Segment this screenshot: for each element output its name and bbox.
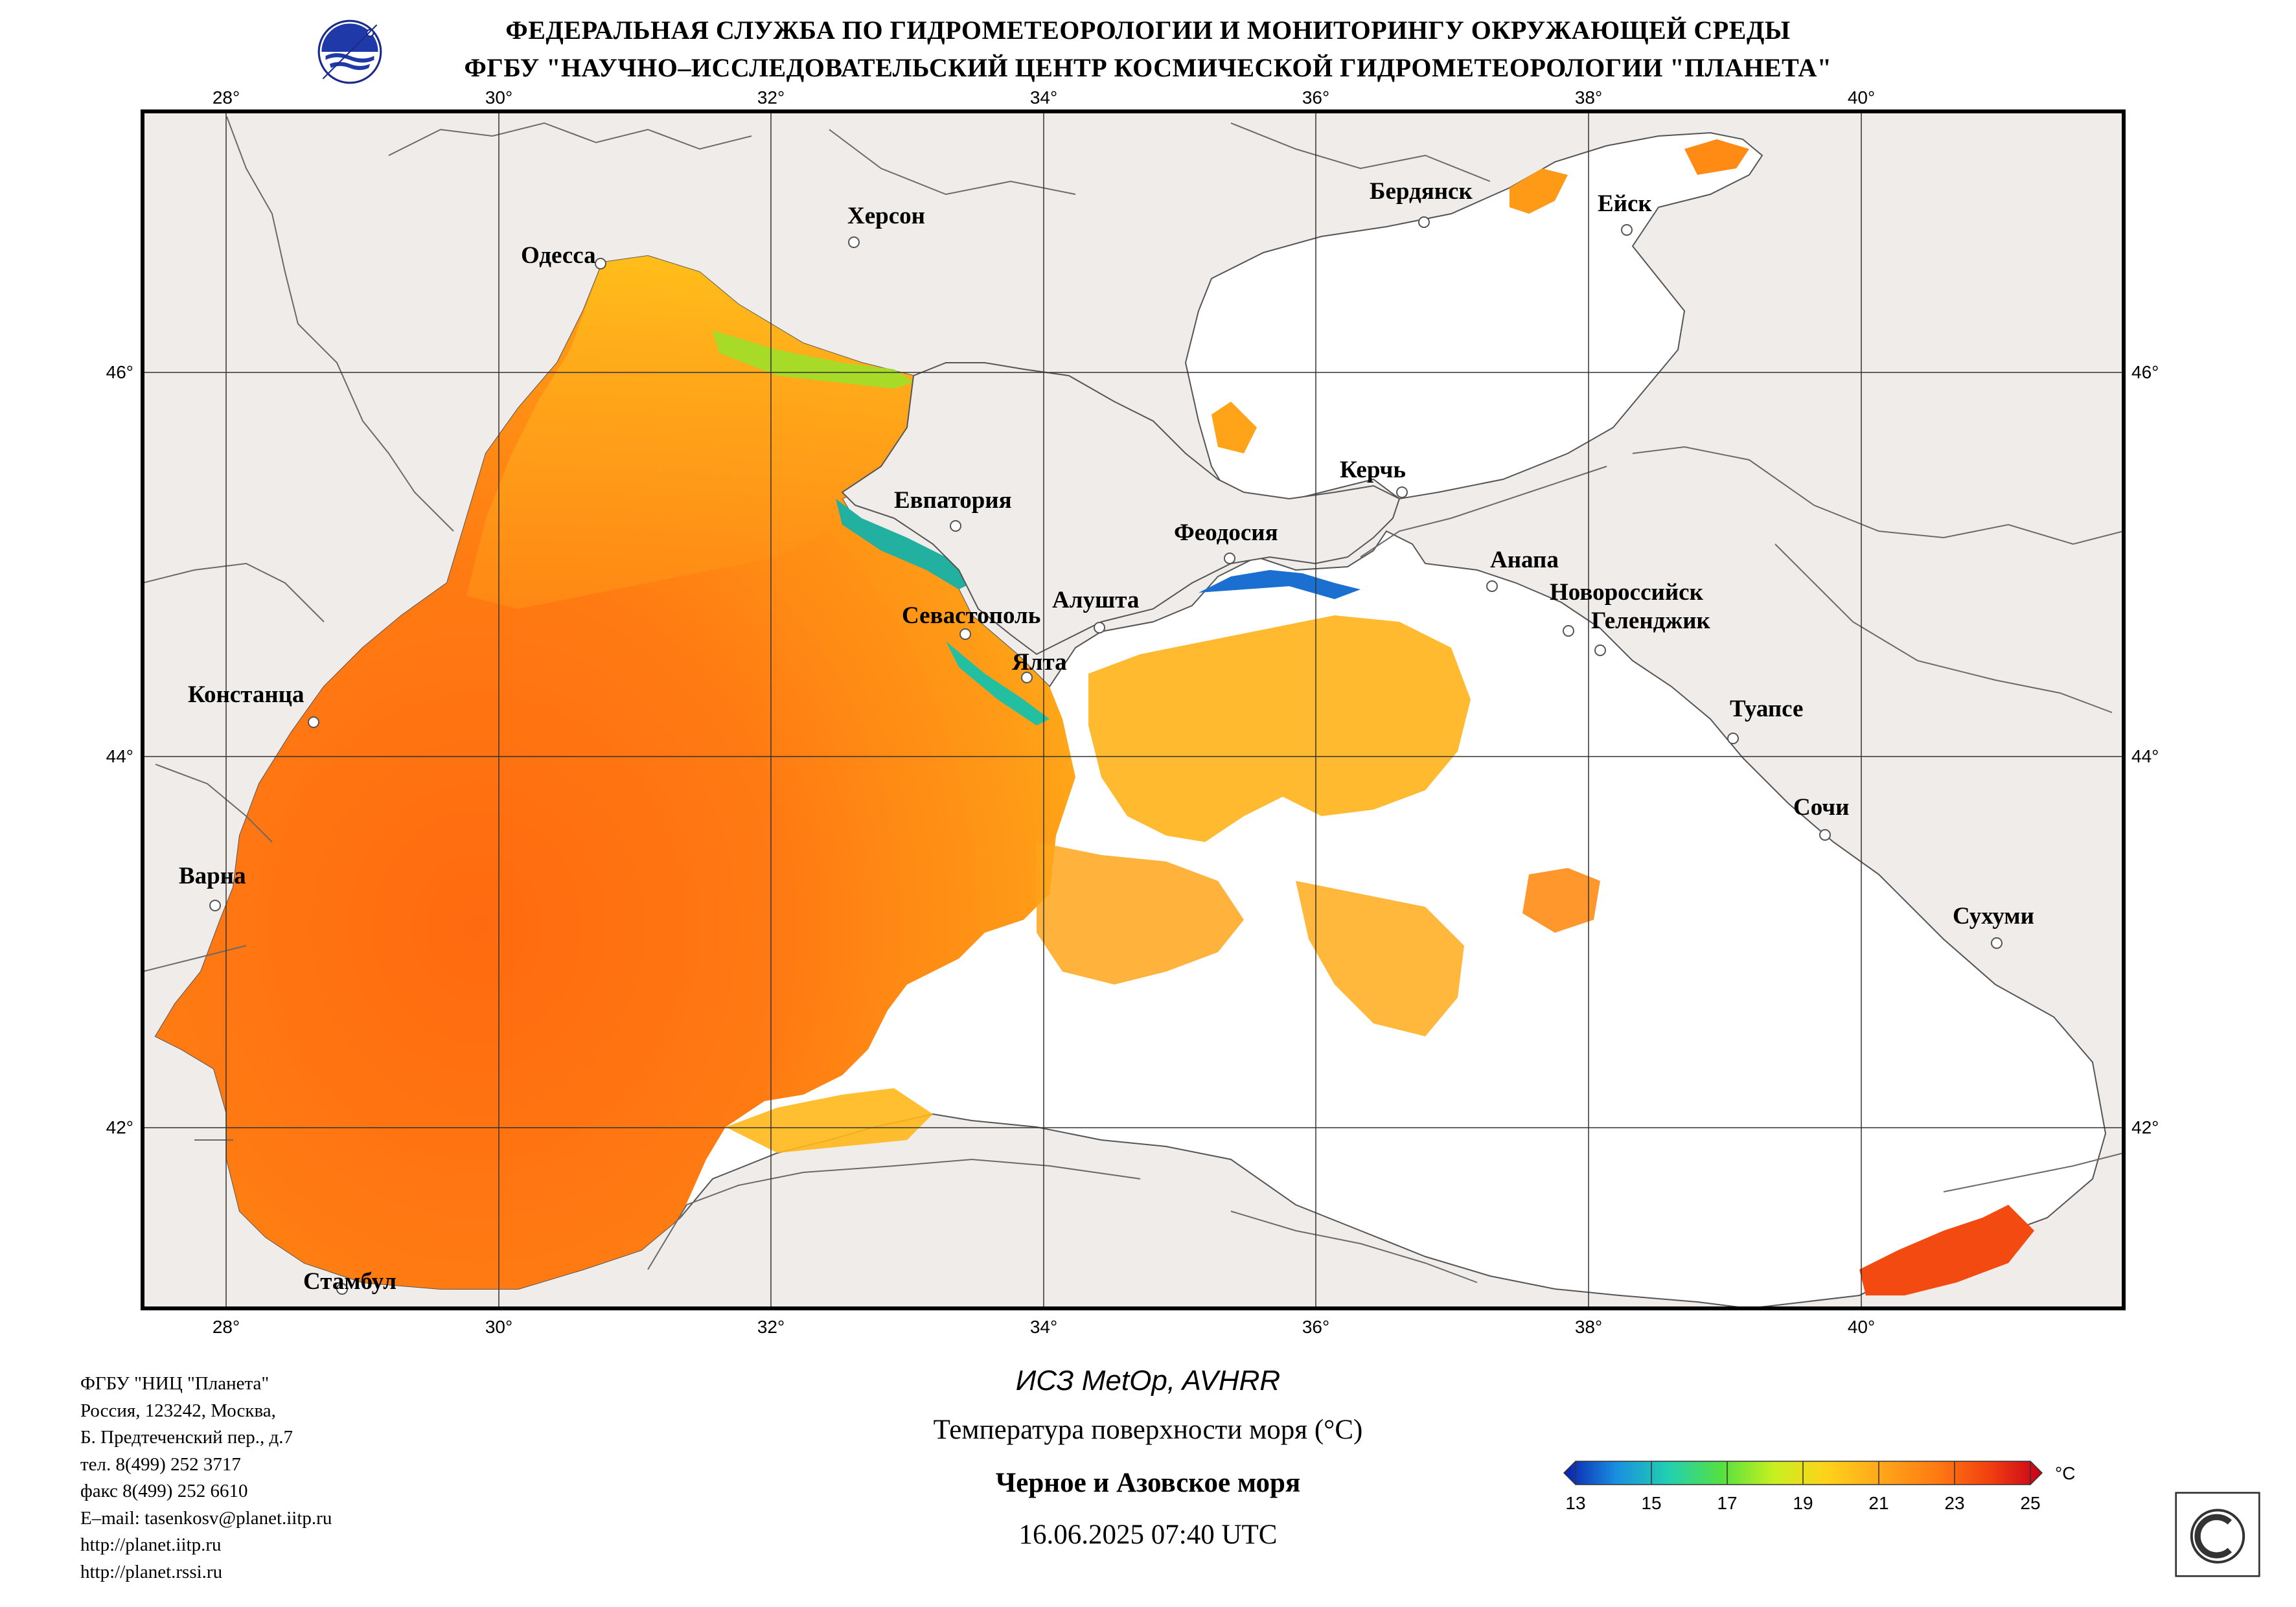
satellite-title: ИСЗ MetOp, AVHRR xyxy=(1015,1365,1281,1396)
lon-tick: 36° xyxy=(1302,1317,1329,1337)
lon-tick: 32° xyxy=(757,1317,785,1337)
sst-northwest-shelf xyxy=(466,256,933,609)
page-header: ФЕДЕРАЛЬНАЯ СЛУЖБА ПО ГИДРОМЕТЕОРОЛОГИИ … xyxy=(0,12,2296,87)
city-label-sukhumi: Сухуми xyxy=(1953,903,2034,929)
lon-ticks-top: 28° 30° 32° 34° 36° 38° 40° xyxy=(212,87,1875,108)
city-label-constanta: Констанца xyxy=(188,681,304,708)
website-link[interactable]: http://planet.iitp.ru xyxy=(80,1534,222,1555)
graticule xyxy=(143,111,2124,1308)
city-label-istanbul: Стамбул xyxy=(303,1268,396,1295)
sst-east-patch-2 xyxy=(1037,842,1244,985)
lon-tick: 30° xyxy=(485,1317,512,1337)
city-label-berdyansk: Бердянск xyxy=(1370,178,1473,205)
colorbar-tick-label: 13 xyxy=(1565,1493,1585,1513)
city-label-anapa: Анапа xyxy=(1490,547,1559,573)
city-label-tuapse: Туапсе xyxy=(1730,696,1803,722)
lon-tick: 32° xyxy=(757,87,785,108)
city-markers xyxy=(209,216,2003,1295)
address-line: Россия, 123242, Москва, xyxy=(80,1400,276,1421)
sst-cold-strip-feodosia xyxy=(1199,570,1360,599)
lat-tick: 44° xyxy=(2131,746,2159,766)
city-label-feodosia: Феодосия xyxy=(1174,519,1278,546)
lon-tick: 28° xyxy=(212,1317,240,1337)
city-label-kerch: Керчь xyxy=(1340,457,1406,483)
sst-cold-strip-crimea-w xyxy=(836,499,972,589)
city-label-varna: Варна xyxy=(179,863,246,889)
sst-east-patch-1 xyxy=(1088,615,1471,842)
sst-east-patch-4 xyxy=(1522,868,1600,933)
lon-tick: 38° xyxy=(1575,1317,1602,1337)
address-line: Б. Предтеченский пер., д.7 xyxy=(80,1427,293,1448)
lon-tick: 38° xyxy=(1575,87,1602,108)
city-label-yeysk: Ейск xyxy=(1598,190,1652,217)
address-line: факс 8(499) 252 6610 xyxy=(80,1481,248,1501)
crimea-land xyxy=(841,362,1401,655)
city-label-kherson: Херсон xyxy=(847,203,925,229)
colorbar-tick-label: 19 xyxy=(1793,1493,1813,1513)
sst-south-coast-patch xyxy=(726,1088,933,1153)
lon-tick: 40° xyxy=(1848,1317,1875,1337)
city-label-evpatoria: Евпатория xyxy=(894,487,1012,514)
datetime-label: 16.06.2025 07:40 UTC xyxy=(1018,1520,1278,1550)
sst-southeast-patch xyxy=(1859,1205,2034,1295)
lat-tick: 42° xyxy=(106,1117,133,1137)
sst-azov-patch-2 xyxy=(1684,139,1749,175)
sst-azov-patch-1 xyxy=(1510,168,1568,214)
website-link[interactable]: http://planet.rssi.ru xyxy=(80,1561,223,1582)
email-link[interactable]: E–mail: tasenkosv@planet.iitp.ru xyxy=(80,1507,332,1529)
lat-ticks-right: 46° 44° 42° xyxy=(2131,362,2159,1137)
lat-tick: 42° xyxy=(2131,1117,2159,1137)
lat-tick: 46° xyxy=(2131,362,2159,382)
sst-azov-patch-3 xyxy=(1211,402,1257,453)
lon-tick: 34° xyxy=(1030,1317,1057,1337)
footer-titles: ИСЗ MetOp, AVHRR Температура поверхности… xyxy=(739,1362,1557,1555)
city-labels: Одесса Херсон Бердянск Ейск Евпатория Ке… xyxy=(179,178,2034,1295)
iso-certification-logo-icon xyxy=(2175,1492,2260,1577)
planeta-logo-icon xyxy=(317,19,382,84)
colorbar-tick-label: 21 xyxy=(1868,1493,1888,1513)
header-agency-line: ФЕДЕРАЛЬНАЯ СЛУЖБА ПО ГИДРОМЕТЕОРОЛОГИИ … xyxy=(505,16,1791,45)
city-label-yalta: Ялта xyxy=(1012,649,1067,676)
colorbar-tick-label: 17 xyxy=(1717,1493,1737,1513)
city-label-gelendzhik: Геленджик xyxy=(1591,608,1711,634)
city-label-odessa: Одесса xyxy=(521,242,596,269)
region-title: Черное и Азовское моря xyxy=(995,1468,1301,1498)
colorbar-tick-label: 23 xyxy=(1944,1493,1964,1513)
sst-cold-strip-crimea-s xyxy=(946,641,1050,725)
lon-tick: 28° xyxy=(212,87,240,108)
lat-tick: 44° xyxy=(106,746,133,766)
city-label-sochi: Сочи xyxy=(1793,794,1849,821)
colorbar: 13 15 17 19 21 23 25 °C xyxy=(1563,1461,2075,1513)
lon-tick: 40° xyxy=(1848,87,1875,108)
colorbar-tick-label: 15 xyxy=(1641,1493,1661,1513)
city-label-novorossiysk: Новороссийск xyxy=(1550,579,1704,606)
lat-tick: 46° xyxy=(106,362,133,382)
city-label-sevastopol: Севастополь xyxy=(902,602,1040,629)
lon-tick: 36° xyxy=(1302,87,1329,108)
country-borders xyxy=(143,116,2124,1283)
lat-ticks-left: 46° 44° 42° xyxy=(106,362,133,1137)
header-center-line: ФГБУ "НАУЧНО–ИССЛЕДОВАТЕЛЬСКИЙ ЦЕНТР КОС… xyxy=(464,53,1832,82)
lon-tick: 30° xyxy=(485,87,512,108)
lon-ticks-bottom: 28° 30° 32° 34° 36° 38° 40° xyxy=(212,1317,1875,1337)
colorbar-unit: °C xyxy=(2055,1463,2075,1483)
address-line: тел. 8(499) 252 3717 xyxy=(80,1453,241,1475)
address-line: ФГБУ "НИЦ "Планета" xyxy=(80,1373,270,1394)
city-label-alushta: Алушта xyxy=(1052,587,1139,613)
lon-tick: 34° xyxy=(1030,87,1057,108)
parameter-title: Температура поверхности моря (°C) xyxy=(933,1415,1363,1445)
colorbar-tick-label: 25 xyxy=(2020,1493,2040,1513)
footer-address: ФГБУ "НИЦ "Планета" Россия, 123242, Моск… xyxy=(80,1371,332,1586)
sst-east-patch-3 xyxy=(1296,881,1464,1036)
sst-cool-strip-north xyxy=(713,330,913,389)
